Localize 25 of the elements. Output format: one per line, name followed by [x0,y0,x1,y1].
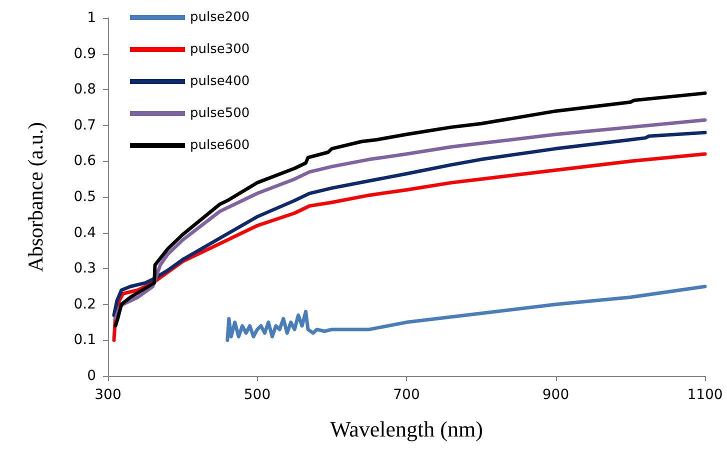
y-tick-label: 0 [87,368,96,384]
y-tick-label: 0.8 [74,82,96,98]
y-tick-label: 0.9 [74,46,96,62]
y-axis-title: Absorbance (a.u.) [24,122,48,272]
y-tick-label: 0.5 [74,189,96,205]
legend-label: pulse400 [190,74,250,89]
x-tick-label: 900 [542,387,570,403]
y-tick-label: 0.1 [74,332,96,348]
y-tick-label: 0.3 [74,260,96,277]
legend-label: pulse500 [190,106,250,121]
x-tick-label: 1100 [687,387,723,403]
y-tick-label: 0.2 [74,296,96,312]
y-tick-label: 0.6 [74,153,96,170]
y-tick-label: 0.7 [74,117,96,134]
y-tick-label: 1 [87,10,96,26]
y-tick-label: 0.4 [74,224,96,241]
legend-label: pulse300 [190,42,250,57]
x-tick-label: 300 [94,387,122,403]
x-axis-title: Wavelength (nm) [330,416,483,442]
x-tick-label: 700 [393,387,420,403]
legend-label: pulse600 [190,138,250,153]
x-tick-label: 500 [244,387,271,403]
line-series [112,152,707,342]
legend-label: pulse200 [190,10,250,25]
line-series [226,284,707,342]
